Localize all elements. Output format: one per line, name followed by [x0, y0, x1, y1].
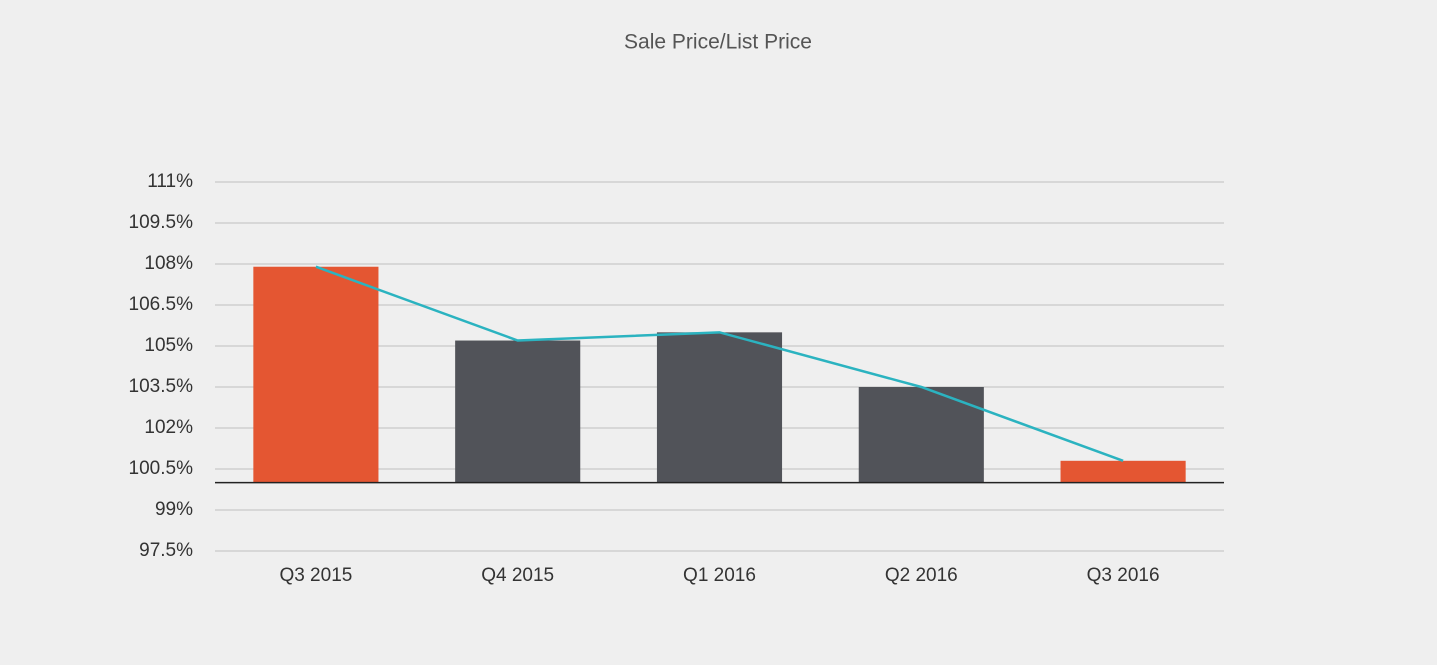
bar — [1060, 460, 1186, 483]
y-tick-label: 111% — [147, 171, 193, 192]
x-tick-label: Q1 2016 — [683, 565, 756, 586]
chart-title: Sale Price/List Price — [624, 31, 812, 54]
y-tick-label: 97.5% — [139, 540, 193, 561]
y-tick-label: 99% — [155, 499, 193, 520]
x-tick-label: Q4 2015 — [481, 565, 554, 586]
bar — [253, 266, 379, 483]
bar — [656, 332, 783, 483]
y-tick-label: 102% — [144, 417, 193, 438]
y-tick-label: 100.5% — [129, 458, 194, 479]
x-tick-label: Q3 2016 — [1087, 565, 1160, 586]
y-tick-label: 109.5% — [129, 212, 194, 233]
bar — [858, 387, 984, 483]
y-tick-label: 105% — [144, 335, 193, 356]
x-tick-label: Q3 2015 — [279, 565, 352, 586]
x-tick-label: Q2 2016 — [885, 565, 958, 586]
line — [315, 265, 1124, 462]
bar — [455, 340, 581, 483]
y-tick-label: 106.5% — [129, 294, 194, 315]
y-tick-label: 108% — [144, 253, 193, 274]
y-tick-label: 103.5% — [129, 376, 194, 397]
